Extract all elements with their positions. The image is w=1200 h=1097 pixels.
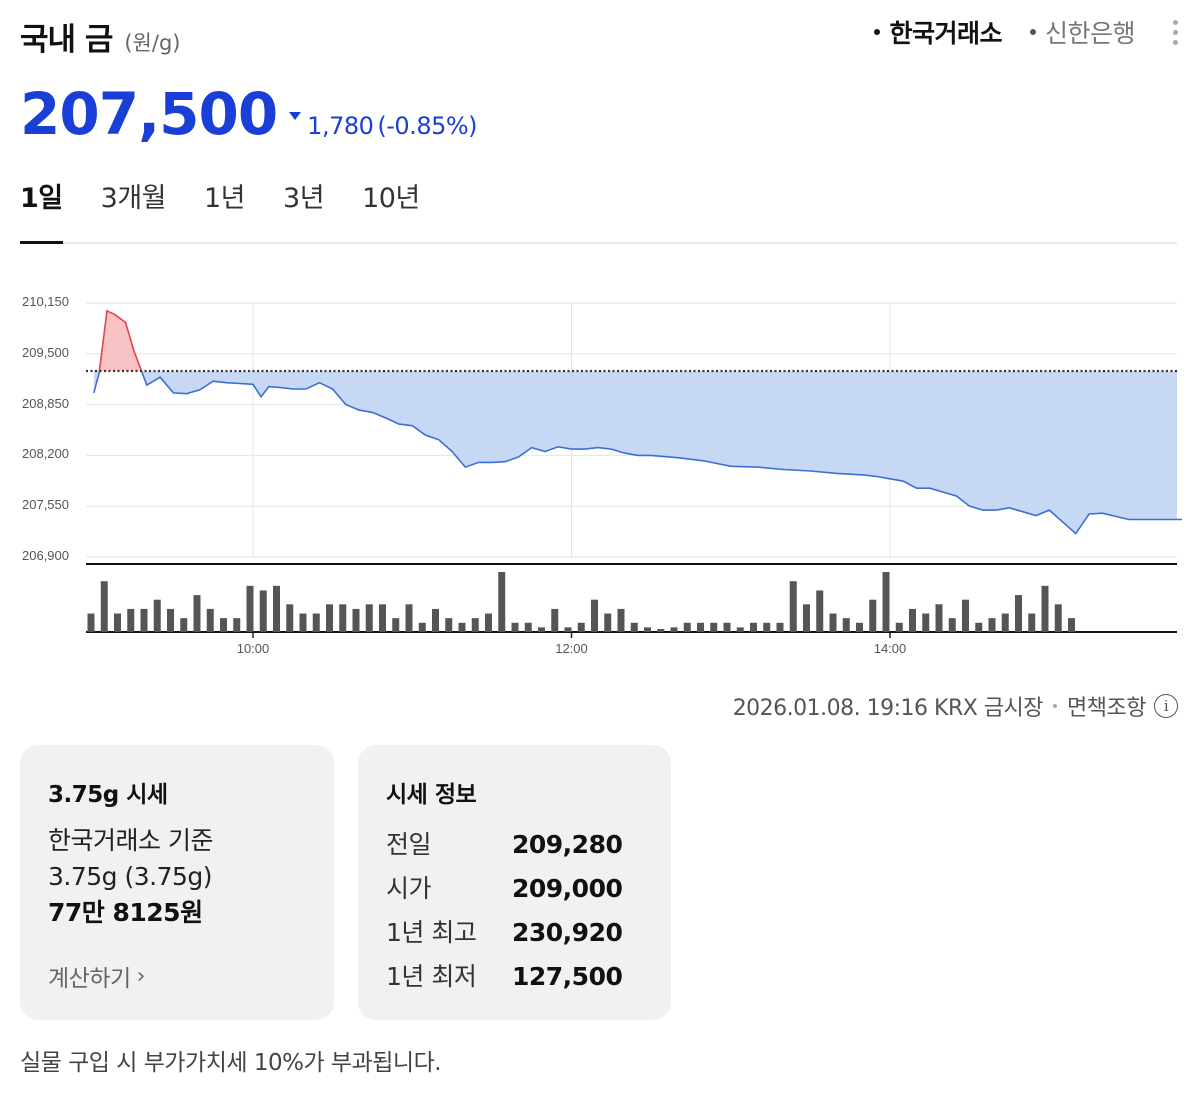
info-label: 시가 [386, 874, 432, 903]
timestamp: 2026.01.08. 19:16 KRX 금시장 [732, 696, 1044, 721]
info-row-open: 시가 209,000 [386, 867, 643, 911]
current-price: 207,500 [20, 80, 278, 148]
period-tabs: 1일 3개월 1년 3년 10년 [20, 176, 1177, 244]
tab-3y[interactable]: 3년 [283, 183, 325, 214]
info-value: 209,000 [512, 874, 623, 903]
card-title: 3.75g 시세 [48, 782, 168, 808]
amount-value: 77만 8125원 [48, 898, 203, 927]
chart-canvas [86, 302, 1182, 638]
chevron-right-icon: › [136, 963, 146, 989]
basis-label: 한국거래소 기준 [48, 826, 213, 855]
price-change-percent: (-0.85%) [377, 112, 478, 140]
source-option-krx[interactable]: 한국거래소 [874, 14, 1002, 50]
info-row-52w-high: 1년 최고 230,920 [386, 911, 643, 955]
source-option-shinhan[interactable]: 신한은행 [1029, 14, 1136, 50]
calculate-button[interactable]: 계산하기 › [48, 959, 306, 993]
separator-dot [1053, 704, 1058, 708]
price-quote: 207,500 1,780 (-0.85%) [20, 80, 478, 148]
calculate-label: 계산하기 [48, 966, 131, 992]
disclaimer-link[interactable]: 면책조항 [1067, 696, 1146, 721]
source-label: 신한은행 [1044, 19, 1136, 48]
price-change: 1,780 [307, 112, 374, 140]
card-title: 시세 정보 [386, 782, 477, 808]
price-chart[interactable]: 210,150 209,500 208,850 208,200 207,550 206,9… [0, 280, 1200, 670]
bullet-icon [1029, 29, 1036, 35]
info-label: 1년 최고 [386, 918, 477, 947]
info-icon[interactable]: i [1154, 694, 1178, 718]
chart-meta: 2026.01.08. 19:16 KRX 금시장 면책조항 i [733, 690, 1178, 722]
unit-label: (원/g) [124, 31, 181, 55]
info-value: 127,500 [512, 962, 623, 991]
tab-10y[interactable]: 10년 [362, 183, 420, 214]
kebab-menu-icon[interactable] [1171, 16, 1180, 49]
info-label: 1년 최저 [386, 962, 477, 991]
weight-label: 3.75g (3.75g) [48, 862, 213, 891]
info-label: 전일 [386, 830, 432, 859]
tab-1d[interactable]: 1일 [20, 176, 63, 244]
source-label: 한국거래소 [889, 19, 1002, 48]
vat-notice: 실물 구입 시 부가가치세 10%가 부과됩니다. [20, 1050, 442, 1076]
tab-1y[interactable]: 1년 [204, 183, 246, 214]
source-selector: 한국거래소 신한은행 [874, 14, 1180, 50]
bullet-icon [874, 29, 881, 35]
card-375g-price: 3.75g 시세 한국거래소 기준 3.75g (3.75g) 77만 8125… [20, 745, 334, 1020]
page-title: 국내 금 [20, 22, 113, 58]
tab-3m[interactable]: 3개월 [100, 183, 167, 214]
header-title-row: 국내 금 (원/g) [20, 14, 180, 59]
info-value: 209,280 [512, 830, 623, 859]
info-value: 230,920 [512, 918, 623, 947]
info-row-52w-low: 1년 최저 127,500 [386, 955, 643, 999]
info-row-prev-close: 전일 209,280 [386, 823, 643, 867]
card-price-info: 시세 정보 전일 209,280 시가 209,000 1년 최고 230,92… [358, 745, 671, 1020]
down-triangle-icon [289, 112, 302, 120]
